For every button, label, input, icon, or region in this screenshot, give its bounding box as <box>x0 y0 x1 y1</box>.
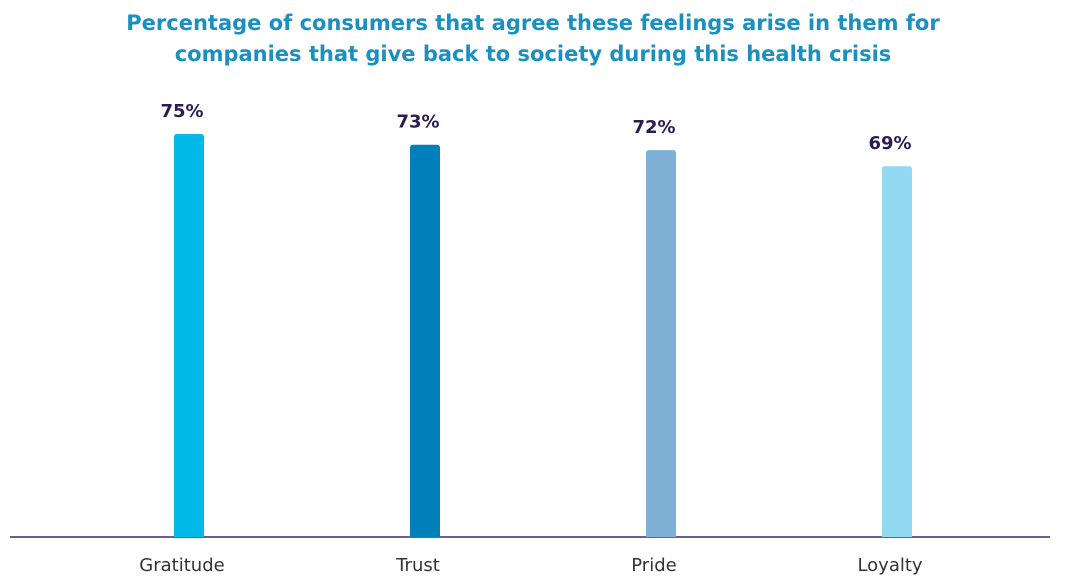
x-tick-label: Pride <box>631 555 676 576</box>
value-label: 72% <box>632 117 675 138</box>
x-tick-label: Gratitude <box>139 555 224 576</box>
chart-title: companies that give back to society duri… <box>175 42 892 66</box>
chart-title: Percentage of consumers that agree these… <box>126 11 940 35</box>
x-tick-label: Trust <box>395 555 440 576</box>
bar <box>174 134 204 537</box>
value-label: 73% <box>396 112 439 133</box>
x-tick-label: Loyalty <box>857 555 922 576</box>
bar <box>646 150 676 537</box>
bar <box>882 166 912 538</box>
value-label: 75% <box>160 101 203 122</box>
value-label: 69% <box>868 133 911 154</box>
bar <box>410 144 440 537</box>
